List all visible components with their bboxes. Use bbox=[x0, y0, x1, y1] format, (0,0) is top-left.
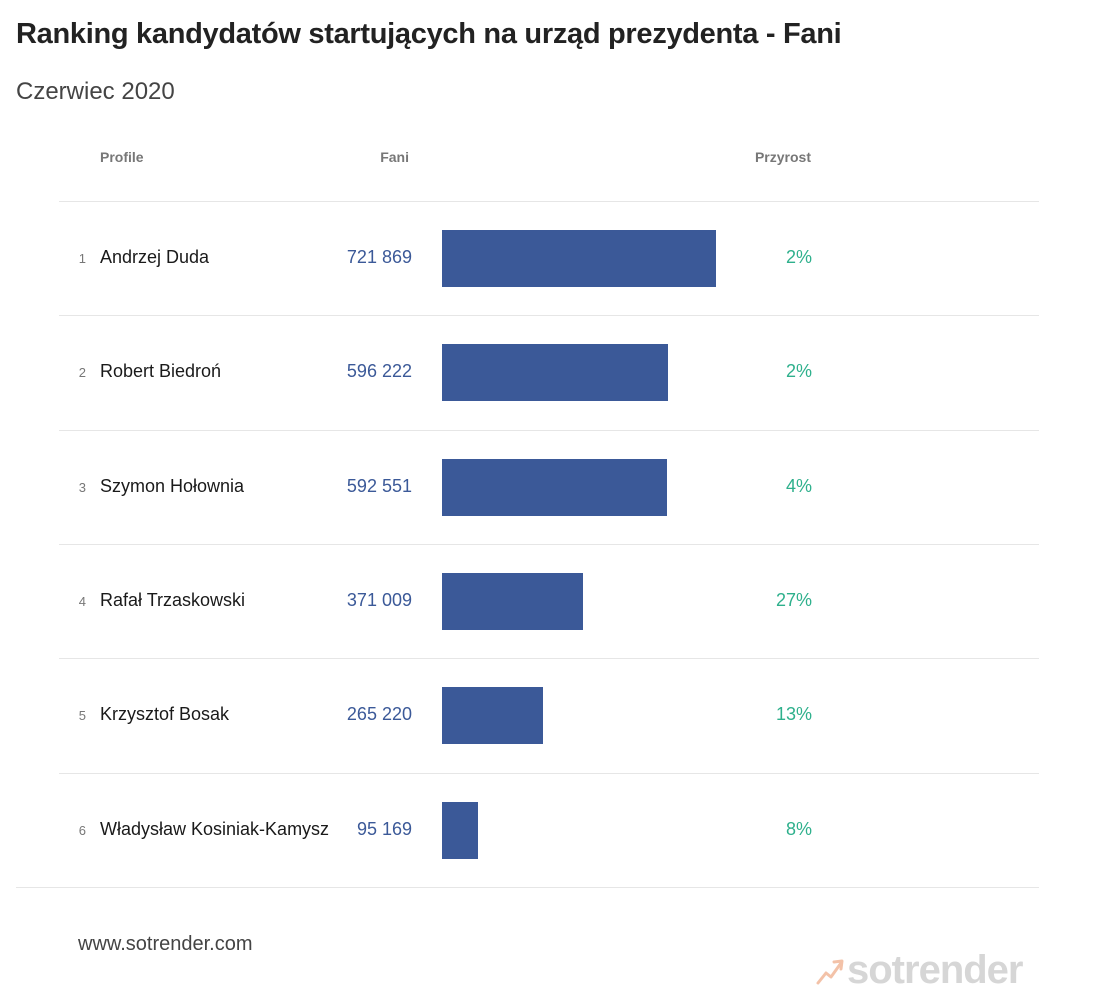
trend-arrow-icon bbox=[816, 959, 844, 984]
row-separator bbox=[59, 773, 1039, 774]
fans-bar bbox=[442, 573, 583, 630]
fans-value: 592 551 bbox=[346, 476, 412, 496]
growth-value: 2% bbox=[785, 361, 812, 381]
row-rank: 6 bbox=[78, 823, 86, 838]
fans-bar bbox=[442, 687, 543, 744]
table-row: 2 Robert Biedroń 596 222 2% bbox=[0, 316, 1100, 430]
chart-subtitle: Czerwiec 2020 bbox=[16, 78, 175, 105]
row-rank: 5 bbox=[78, 708, 86, 723]
row-rank: 1 bbox=[78, 251, 86, 266]
fans-bar bbox=[442, 230, 716, 287]
footer-url: www.sotrender.com bbox=[78, 933, 253, 955]
column-header-fans: Fani bbox=[380, 149, 409, 165]
row-separator bbox=[59, 315, 1039, 316]
fans-bar bbox=[442, 344, 668, 401]
table-row: 4 Rafał Trzaskowski 371 009 27% bbox=[0, 545, 1100, 659]
row-rank: 2 bbox=[78, 365, 86, 380]
growth-value: 27% bbox=[775, 590, 812, 610]
profile-name: Władysław Kosiniak-Kamysz bbox=[100, 819, 330, 839]
row-separator bbox=[16, 887, 1039, 888]
table-row: 3 Szymon Hołownia 592 551 4% bbox=[0, 431, 1100, 545]
table-row: 5 Krzysztof Bosak 265 220 13% bbox=[0, 659, 1100, 773]
growth-value: 2% bbox=[785, 247, 812, 267]
logo-text: sotrender bbox=[847, 948, 1023, 992]
fans-bar bbox=[442, 459, 667, 516]
row-separator bbox=[59, 430, 1039, 431]
row-rank: 3 bbox=[78, 480, 86, 495]
row-separator bbox=[59, 544, 1039, 545]
table-row: 1 Andrzej Duda 721 869 2% bbox=[0, 202, 1100, 316]
fans-value: 95 169 bbox=[356, 819, 412, 839]
profile-name: Robert Biedroń bbox=[100, 361, 222, 381]
sotrender-logo: sotrender bbox=[815, 948, 1023, 993]
fans-value: 371 009 bbox=[346, 590, 412, 610]
fans-value: 265 220 bbox=[346, 704, 412, 724]
profile-name: Krzysztof Bosak bbox=[100, 704, 230, 724]
profile-name: Andrzej Duda bbox=[100, 247, 210, 267]
row-separator bbox=[59, 658, 1039, 659]
header-separator bbox=[59, 201, 1039, 202]
fans-value: 721 869 bbox=[346, 247, 412, 267]
growth-value: 4% bbox=[785, 476, 812, 496]
fans-bar bbox=[442, 802, 478, 859]
column-header-growth: Przyrost bbox=[754, 149, 811, 165]
growth-value: 13% bbox=[775, 704, 812, 724]
growth-value: 8% bbox=[785, 819, 812, 839]
fans-value: 596 222 bbox=[346, 361, 412, 381]
profile-name: Rafał Trzaskowski bbox=[100, 590, 246, 610]
profile-name: Szymon Hołownia bbox=[100, 476, 245, 496]
column-header-profile: Profile bbox=[100, 149, 144, 165]
table-row: 6 Władysław Kosiniak-Kamysz 95 169 8% bbox=[0, 774, 1100, 888]
chart-title: Ranking kandydatów startujących na urząd… bbox=[16, 18, 842, 50]
row-rank: 4 bbox=[78, 594, 86, 609]
